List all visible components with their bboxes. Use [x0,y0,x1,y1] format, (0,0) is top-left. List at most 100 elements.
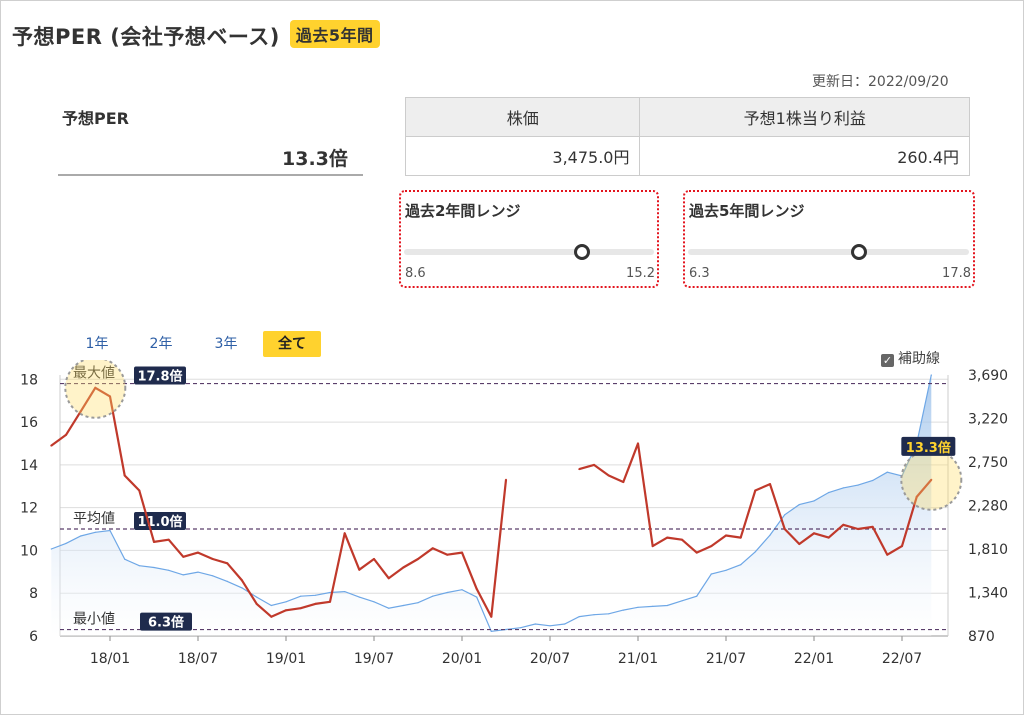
per-point [622,481,625,483]
per-point [123,474,126,477]
per-point [783,528,786,530]
price-point [212,575,214,577]
y-left-tick: 12 [20,501,38,517]
per-point [769,483,771,486]
per-point [314,602,317,605]
range-5y-track [688,244,969,260]
per-point [270,615,273,618]
reference-name: 最大値 [73,366,115,382]
per-underline [58,174,363,176]
y-left-tick: 16 [20,415,38,431]
range-2y-marker [574,244,591,260]
range-2y: 過去2年間レンジ 8.6 15.2 [399,190,659,288]
per-point [211,558,214,560]
per-point [666,536,669,539]
per-point [79,410,82,413]
per-label: 予想PER [62,109,129,128]
aux-line-toggle[interactable]: ✓ 補助線 [881,348,940,368]
per-point [431,547,434,550]
per-point [182,555,185,558]
price-point [740,564,742,566]
price-point [417,602,419,604]
y-left-tick: 18 [20,372,38,388]
per-point [343,532,346,535]
price-point [314,594,316,596]
per-point [446,553,449,556]
aux-line-label: 補助線 [898,351,940,367]
tab-all[interactable]: 全て [263,331,321,357]
price-point [622,609,624,611]
tab-3y[interactable]: 3年 [214,336,238,352]
y-left-tick: 8 [29,586,38,602]
per-point [710,545,713,548]
price-point [784,514,786,516]
price-point [549,625,551,627]
price-point [725,569,727,571]
price-point [256,596,258,598]
tab-2y[interactable]: 2年 [149,336,173,352]
price-point [373,601,375,603]
y-left-tick: 14 [20,458,38,474]
per-point [94,386,97,389]
range-5y-title: 過去5年間レンジ [689,202,805,220]
max-highlight [64,360,127,419]
x-tick-label: 22/01 [794,651,834,667]
per-point [65,433,67,436]
price-point [593,614,595,616]
value-price: 3,475.0円 [404,136,641,176]
per-value: 13.3倍 [282,148,348,170]
range-2y-min: 8.6 [405,266,426,281]
reference-value: 6.3倍 [148,615,184,631]
range-2y-title: 過去2年間レンジ [405,202,521,220]
updated-date: 更新日：2022/09/20 [812,74,949,90]
price-point [432,595,434,597]
tab-1y[interactable]: 1年 [85,336,109,352]
y-right-tick: 870 [968,629,995,645]
checkbox-icon[interactable]: ✓ [881,354,894,367]
price-point [344,591,346,593]
x-tick-label: 19/01 [266,651,306,667]
price-point [197,571,199,573]
reference-name: 最小値 [73,612,115,628]
price-point [930,374,932,376]
price-point [241,587,243,589]
price-point [769,534,771,536]
per-chart: 6 8 10 12 14 16 18 870 1,340 1,810 2,280 2,750 3,220… [20,360,1008,667]
reference-value: 11.0倍 [137,514,182,530]
price-point [608,613,610,615]
price-point [153,566,155,569]
price-point [270,604,272,607]
per-point [593,463,595,466]
reference-badge [134,366,186,385]
price-point [520,627,522,629]
price-point [138,565,140,567]
current-badge [901,436,956,456]
x-tick-label: 20/07 [530,651,570,667]
per-point [255,602,258,605]
price-point [65,542,67,544]
current-highlight [900,448,963,511]
reference-name: 平均値 [73,511,115,527]
per-point [695,551,698,554]
per-point [725,534,727,537]
per-point [651,545,654,548]
range-5y: 過去5年間レンジ 6.3 17.8 [683,190,975,288]
per-point [387,577,390,580]
price-point [637,606,639,608]
per-point [402,566,405,569]
price-point [476,596,478,598]
per-point [226,562,229,565]
x-tick-label: 21/07 [706,651,746,667]
range-2y-track [404,244,654,260]
per-point [886,553,889,556]
price-point [285,601,287,603]
per-point [798,543,801,545]
y-left-tick: 6 [29,629,38,645]
price-point [358,596,360,598]
per-point [901,545,903,548]
per-point [475,587,478,590]
price-point [300,595,302,597]
x-tick-label: 19/07 [354,651,394,667]
price-point [182,574,184,576]
y-right-tick: 3,690 [968,368,1008,384]
